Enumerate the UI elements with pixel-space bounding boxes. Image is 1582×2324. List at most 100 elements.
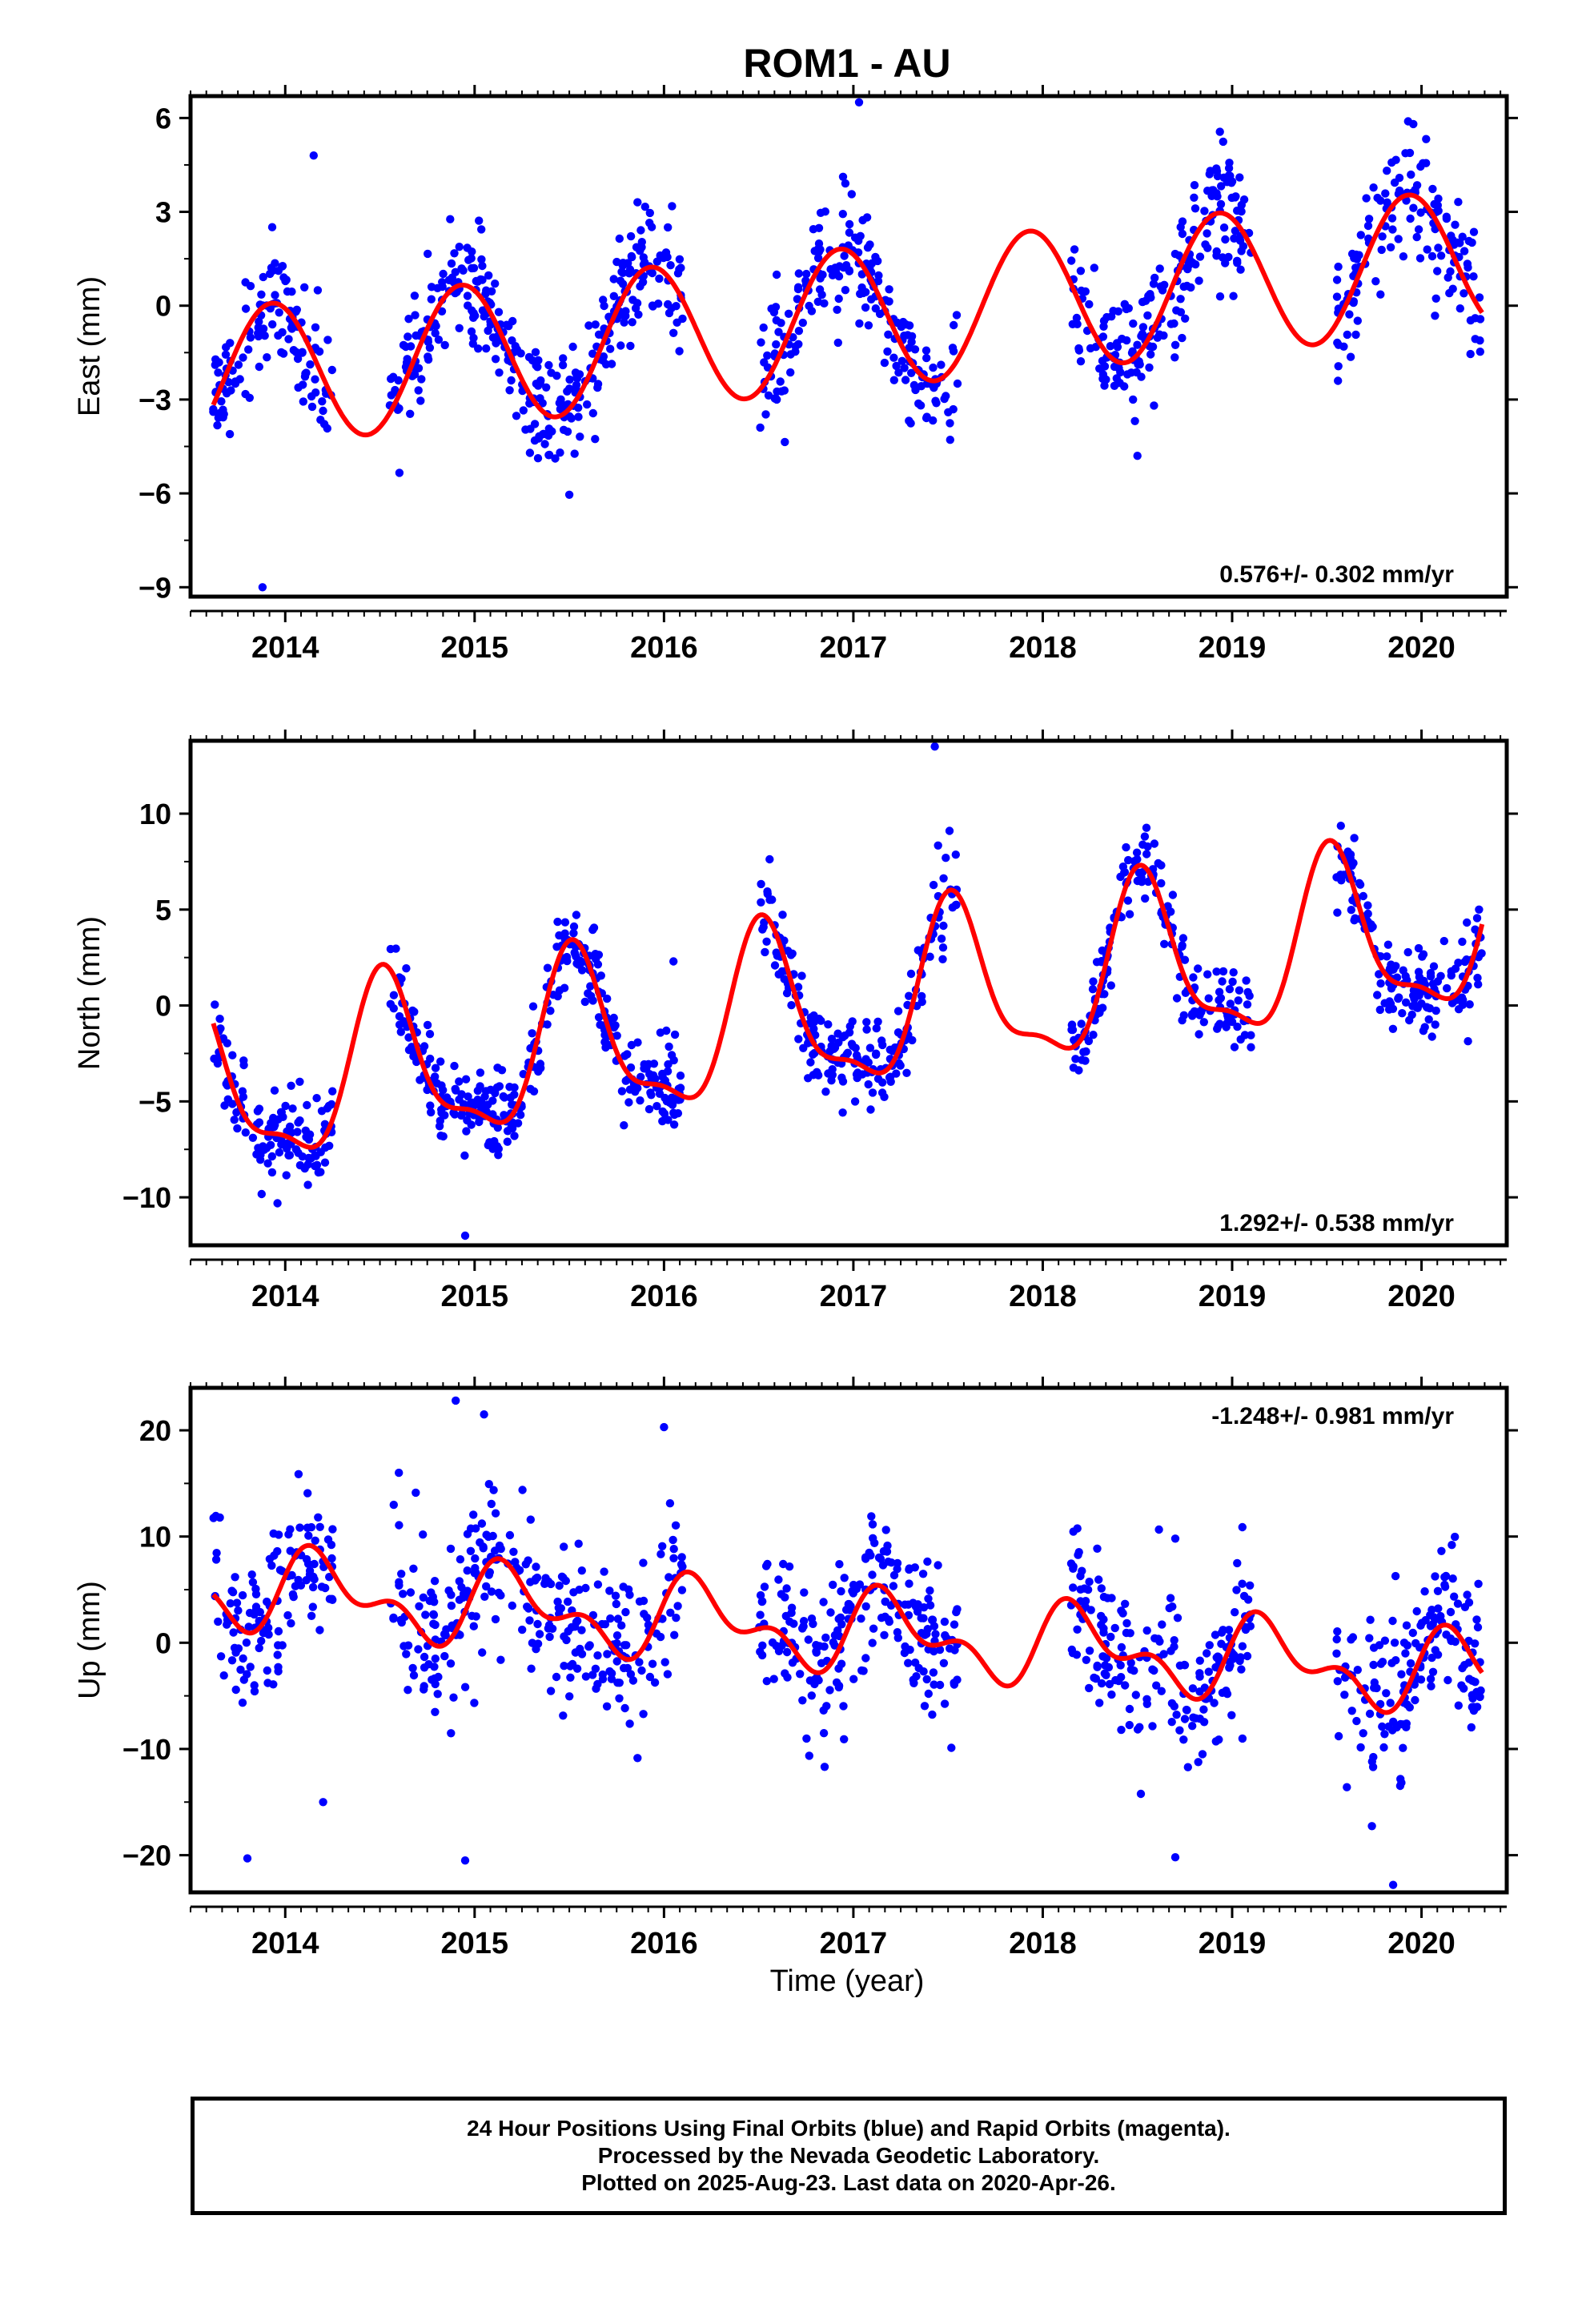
data-point: [225, 429, 235, 439]
data-point: [311, 323, 320, 332]
data-point: [1451, 220, 1460, 229]
data-point: [1137, 878, 1146, 887]
data-point: [248, 1578, 258, 1587]
data-point: [840, 1735, 849, 1743]
data-point: [229, 1628, 238, 1637]
data-point: [553, 917, 562, 927]
data-point: [1085, 300, 1094, 309]
data-point: [1095, 1699, 1104, 1707]
data-point: [250, 1687, 259, 1696]
data-point: [825, 1686, 834, 1695]
data-point: [1122, 842, 1130, 852]
data-point: [535, 432, 544, 440]
data-point: [419, 1530, 428, 1539]
data-point: [234, 1644, 243, 1653]
data-point: [505, 1083, 514, 1092]
data-point: [1426, 972, 1435, 981]
data-point: [1376, 1659, 1386, 1668]
data-point: [1085, 1683, 1094, 1693]
data-point: [864, 1058, 873, 1067]
data-point: [1081, 1597, 1090, 1606]
data-point: [1168, 891, 1178, 899]
data-point: [852, 1051, 861, 1059]
data-point: [532, 1574, 540, 1583]
data-point: [645, 208, 654, 218]
data-point: [1460, 247, 1469, 255]
data-point: [1188, 1684, 1198, 1693]
data-point: [1190, 181, 1199, 190]
data-point: [782, 1647, 792, 1657]
data-point: [893, 1028, 903, 1037]
data-point: [617, 1087, 627, 1096]
data-point: [874, 271, 883, 280]
data-point: [303, 1523, 312, 1532]
data-point: [946, 436, 955, 444]
data-point: [414, 386, 423, 395]
data-point: [1142, 823, 1151, 832]
data-point: [559, 1573, 568, 1582]
data-point: [877, 1614, 886, 1622]
data-point: [592, 955, 600, 963]
data-point: [1235, 1656, 1244, 1666]
data-point: [1375, 970, 1383, 979]
data-point: [1067, 256, 1076, 265]
data-point: [834, 1664, 843, 1673]
data-point: [325, 1573, 334, 1582]
data-point: [836, 1613, 845, 1622]
data-point: [1113, 343, 1122, 352]
data-point: [575, 370, 584, 379]
data-point: [864, 321, 873, 330]
data-point: [1166, 1647, 1175, 1655]
data-point: [451, 267, 460, 276]
data-point: [1423, 245, 1431, 254]
data-point: [1157, 1687, 1166, 1695]
data-point: [602, 1702, 612, 1711]
data-point: [584, 321, 593, 330]
data-point: [491, 355, 500, 364]
y-tick-label: 10: [139, 798, 171, 830]
x-tick-label: 2014: [251, 631, 319, 665]
data-point: [885, 1045, 895, 1055]
data-point: [810, 1675, 819, 1684]
data-point: [551, 454, 560, 463]
y-tick-label: −3: [139, 384, 171, 416]
data-point: [1190, 193, 1199, 202]
data-point: [588, 408, 597, 418]
data-point: [878, 1078, 887, 1087]
data-point: [770, 961, 780, 970]
data-point: [319, 406, 327, 416]
data-point: [1077, 1019, 1086, 1028]
data-point: [667, 304, 676, 312]
data-point: [594, 330, 604, 339]
data-point: [1243, 1651, 1252, 1661]
data-point: [1387, 158, 1396, 167]
data-point: [593, 383, 602, 392]
data-point: [238, 1590, 247, 1600]
data-point: [819, 1729, 829, 1738]
data-point: [303, 1559, 313, 1569]
data-point: [471, 1554, 480, 1563]
data-point: [1473, 1622, 1483, 1632]
data-point: [323, 336, 332, 344]
data-point: [1189, 1713, 1198, 1722]
data-point: [1424, 1015, 1433, 1024]
data-point: [1464, 1636, 1473, 1646]
data-point: [1195, 1030, 1203, 1039]
data-point: [510, 1132, 519, 1140]
data-point: [251, 1584, 260, 1594]
data-point: [1200, 1683, 1210, 1692]
data-point: [283, 287, 292, 296]
data-point: [1431, 1572, 1439, 1581]
data-point: [467, 327, 476, 336]
data-point: [1405, 1015, 1414, 1025]
data-point: [625, 265, 635, 274]
data-point: [1464, 263, 1472, 272]
data-point: [572, 380, 581, 389]
data-point: [1138, 840, 1147, 849]
data-point: [424, 1660, 433, 1669]
data-point: [809, 1024, 818, 1033]
data-point: [757, 338, 765, 347]
x-tick-label: 2020: [1387, 1280, 1456, 1313]
data-point: [1089, 977, 1098, 986]
data-point: [583, 400, 592, 409]
